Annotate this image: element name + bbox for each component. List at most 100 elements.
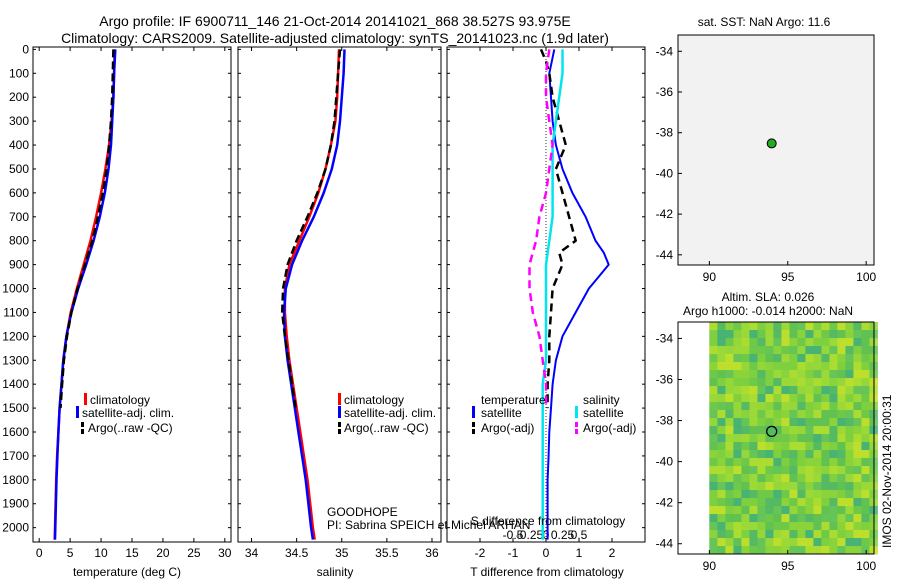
sla-field-cell xyxy=(781,522,790,531)
sla-field-cell xyxy=(733,466,742,475)
sla-field-cell xyxy=(765,506,774,515)
sla-field-cell xyxy=(709,410,718,419)
sla-field-cell xyxy=(805,498,814,507)
sla-field-cell xyxy=(829,458,838,467)
map-y-tick-label: -40 xyxy=(656,166,674,180)
sla-field-cell xyxy=(853,386,862,395)
legend-s-satellite-swatch xyxy=(575,406,578,418)
sla-field-cell xyxy=(717,466,726,475)
legend-salinity-header: salinity xyxy=(583,393,620,407)
sla-field-cell xyxy=(837,450,846,459)
sla-field-cell xyxy=(741,394,750,403)
depth-tick-label: 100 xyxy=(9,66,29,80)
x-tick-label: 2 xyxy=(609,546,616,560)
sla-field-cell xyxy=(773,378,782,387)
sla-field-cell xyxy=(773,442,782,451)
sla-field-cell xyxy=(725,410,734,419)
sla-field-cell xyxy=(861,474,870,483)
sla-field-cell xyxy=(853,402,862,411)
t-difference-xlabel: T difference from climatology xyxy=(470,565,624,579)
sla-field-cell xyxy=(789,530,798,539)
sla-field-cell xyxy=(797,458,806,467)
sla-field-cell xyxy=(821,362,830,371)
sla-field-cell xyxy=(805,418,814,427)
sla-field-cell xyxy=(733,426,742,435)
sla-field-cell xyxy=(837,330,846,339)
sla-field-cell xyxy=(781,418,790,427)
sla-field-cell xyxy=(861,442,870,451)
sla-field-cell xyxy=(829,498,838,507)
temperature-panel-frame xyxy=(32,46,232,543)
sla-field-cell xyxy=(837,426,846,435)
sla-field-cell xyxy=(829,482,838,491)
sla-field-cell xyxy=(741,378,750,387)
sla-field-cell xyxy=(813,386,822,395)
sla-field-cell xyxy=(789,482,798,491)
sla-field-cell xyxy=(789,322,798,331)
map-y-tick-label: -38 xyxy=(656,414,674,428)
sla-field-cell xyxy=(757,410,766,419)
sla-field-cell xyxy=(765,490,774,499)
x-tick-label: 35.5 xyxy=(375,546,399,560)
depth-tick-label: 1300 xyxy=(2,353,29,367)
sla-field-cell xyxy=(741,386,750,395)
sla-field-cell xyxy=(733,522,742,531)
sla-field-cell xyxy=(733,458,742,467)
sla-field-cell xyxy=(741,418,750,427)
sla-field-cell xyxy=(725,402,734,411)
sla-field-cell xyxy=(813,450,822,459)
sla-field-cell xyxy=(749,426,758,435)
map-x-tick-label: 100 xyxy=(856,270,876,284)
sla-field-cell xyxy=(829,466,838,475)
sla-field-cell xyxy=(781,450,790,459)
sla-field-cell xyxy=(821,514,830,523)
sla-field-cell xyxy=(861,434,870,443)
sla-field-cell xyxy=(821,426,830,435)
sla-field-cell xyxy=(837,322,846,331)
sla-field-cell xyxy=(749,362,758,371)
sla-field-cell xyxy=(741,410,750,419)
x-tick-label: 20 xyxy=(156,546,170,560)
sla-field-cell xyxy=(805,506,814,515)
sla-field-cell xyxy=(709,434,718,443)
sla-field-cell xyxy=(853,346,862,355)
sla-field-cell xyxy=(845,546,854,555)
sla-field-cell xyxy=(845,498,854,507)
sla-field-cell xyxy=(749,354,758,363)
sla-field-cell xyxy=(789,442,798,451)
sla-field-cell xyxy=(813,546,822,555)
map-x-tick-label: 95 xyxy=(781,270,795,284)
title-line-2: Climatology: CARS2009. Satellite-adjuste… xyxy=(61,30,609,46)
sla-field-cell xyxy=(845,458,854,467)
sla-field-cell xyxy=(733,434,742,443)
x-tick-label: 10 xyxy=(94,546,108,560)
sla-field-cell xyxy=(725,450,734,459)
sla-field-cell xyxy=(773,450,782,459)
sla-field-cell xyxy=(805,330,814,339)
sla-field-cell xyxy=(725,378,734,387)
sla-field-cell xyxy=(861,354,870,363)
sla-field-cell xyxy=(725,434,734,443)
sla-field-cell xyxy=(837,434,846,443)
sla-field-cell xyxy=(813,370,822,379)
sla-field-cell xyxy=(765,538,774,547)
depth-tick-label: 600 xyxy=(9,186,29,200)
sla-field-cell xyxy=(709,458,718,467)
sla-field-cell xyxy=(757,466,766,475)
sla-field-cell xyxy=(789,506,798,515)
sla-field-cell xyxy=(829,410,838,419)
sla-field-cell xyxy=(757,458,766,467)
sla-field-cell xyxy=(805,338,814,347)
sla-field-cell xyxy=(773,434,782,443)
sla-field-cell xyxy=(829,346,838,355)
sla-field-cell xyxy=(741,434,750,443)
project-name: GOODHOPE xyxy=(327,505,398,519)
sla-field-cell xyxy=(789,354,798,363)
sla-field-cell xyxy=(797,450,806,459)
sla-field-cell xyxy=(757,506,766,515)
sla-field-cell xyxy=(749,394,758,403)
sla-field-cell xyxy=(709,466,718,475)
sla-field-cell xyxy=(845,402,854,411)
sla-field-cell xyxy=(757,514,766,523)
sla-field-cell xyxy=(781,354,790,363)
